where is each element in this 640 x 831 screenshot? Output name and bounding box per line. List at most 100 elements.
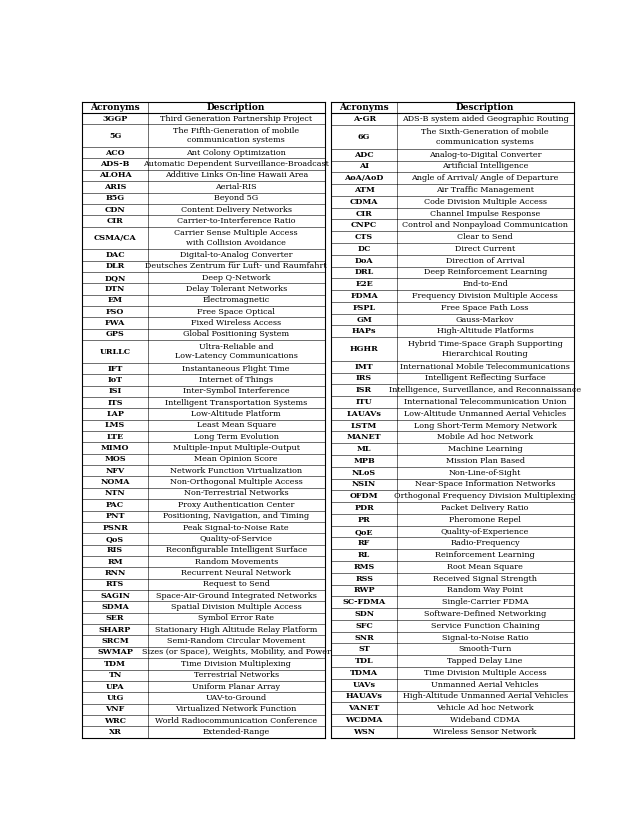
Text: FSO: FSO <box>106 307 124 316</box>
Text: Service Function Chaining: Service Function Chaining <box>431 622 540 630</box>
Text: LTE: LTE <box>107 433 124 440</box>
Text: Automatic Dependent Surveillance-Broadcast: Automatic Dependent Surveillance-Broadca… <box>143 160 329 168</box>
Text: Random Movements: Random Movements <box>195 558 278 566</box>
Text: 5G: 5G <box>109 131 122 140</box>
Text: WRC: WRC <box>104 716 126 725</box>
Text: IRS: IRS <box>356 375 372 382</box>
Text: WSN: WSN <box>353 728 375 735</box>
Text: Received Signal Strength: Received Signal Strength <box>433 575 537 583</box>
Text: SNR: SNR <box>355 633 374 642</box>
Text: Angle of Arrival/ Angle of Departure: Angle of Arrival/ Angle of Departure <box>412 175 559 182</box>
Text: Third Generation Partnership Project: Third Generation Partnership Project <box>160 115 312 123</box>
Text: RL: RL <box>358 551 371 559</box>
Text: PDR: PDR <box>355 504 374 512</box>
Text: WCDMA: WCDMA <box>346 716 383 724</box>
Text: LMS: LMS <box>105 421 125 430</box>
Text: Acronyms: Acronyms <box>90 103 140 112</box>
Text: ITU: ITU <box>356 398 372 406</box>
Text: Additive Links On-line Hawaii Area: Additive Links On-line Hawaii Area <box>164 171 308 179</box>
Text: RNN: RNN <box>104 569 126 577</box>
Text: Long Term Evolution: Long Term Evolution <box>194 433 278 440</box>
Text: Time Division Multiplexing: Time Division Multiplexing <box>181 660 291 668</box>
Text: VANET: VANET <box>348 704 380 712</box>
Text: Non-Terrestrial Networks: Non-Terrestrial Networks <box>184 489 289 498</box>
Text: SFC: SFC <box>355 622 373 630</box>
Text: NLoS: NLoS <box>352 469 376 477</box>
Text: Network Function Virtualization: Network Function Virtualization <box>170 467 302 475</box>
Text: Radio-Frequency: Radio-Frequency <box>451 539 520 548</box>
Text: High-Altitude Unmanned Aerial Vehicles: High-Altitude Unmanned Aerial Vehicles <box>403 692 568 701</box>
Text: 3GGP: 3GGP <box>102 115 128 123</box>
Text: Mission Plan Based: Mission Plan Based <box>445 457 525 465</box>
Text: Terrestrial Networks: Terrestrial Networks <box>194 671 279 679</box>
Text: Frequency Division Multiple Access: Frequency Division Multiple Access <box>412 292 558 300</box>
Text: Smooth-Turn: Smooth-Turn <box>458 646 512 653</box>
Text: SC-FDMA: SC-FDMA <box>342 598 386 607</box>
Text: Request to Send: Request to Send <box>203 580 269 588</box>
Text: Content Delivery Networks: Content Delivery Networks <box>180 205 292 214</box>
Text: Inter-Symbol Interference: Inter-Symbol Interference <box>183 387 289 396</box>
Text: ADS-B: ADS-B <box>100 160 130 168</box>
Text: NFV: NFV <box>106 467 125 475</box>
Text: Wideband CDMA: Wideband CDMA <box>451 716 520 724</box>
Text: IMT: IMT <box>355 362 374 371</box>
Text: The Sixth-Generation of mobile
communication systems: The Sixth-Generation of mobile communica… <box>421 128 549 145</box>
Text: Aerial-RIS: Aerial-RIS <box>216 183 257 191</box>
Text: ADC: ADC <box>355 150 374 159</box>
Text: Recurrent Neural Network: Recurrent Neural Network <box>181 569 291 577</box>
Text: FWA: FWA <box>105 319 125 327</box>
Text: Deep Q-Network: Deep Q-Network <box>202 273 271 282</box>
Text: UAV-to-Ground: UAV-to-Ground <box>205 694 267 702</box>
Text: MIMO: MIMO <box>101 444 129 452</box>
Text: NOMA: NOMA <box>100 478 130 486</box>
Text: SHARP: SHARP <box>99 626 131 634</box>
Text: UPA: UPA <box>106 682 124 691</box>
Text: Direction of Arrival: Direction of Arrival <box>446 257 525 264</box>
Text: Long Short-Term Memory Network: Long Short-Term Memory Network <box>413 421 557 430</box>
Text: HGHR: HGHR <box>350 345 378 353</box>
Text: RSS: RSS <box>355 575 373 583</box>
Text: DRL: DRL <box>355 268 374 277</box>
Text: Near-Space Information Networks: Near-Space Information Networks <box>415 480 556 489</box>
Text: IoT: IoT <box>108 376 123 384</box>
Text: GM: GM <box>356 316 372 323</box>
Text: Internet of Things: Internet of Things <box>199 376 273 384</box>
Text: RIS: RIS <box>107 546 124 554</box>
Text: RTS: RTS <box>106 580 124 588</box>
Text: Non-Orthogonal Multiple Access: Non-Orthogonal Multiple Access <box>170 478 303 486</box>
Text: SDN: SDN <box>354 610 374 618</box>
Text: Time Division Multiple Access: Time Division Multiple Access <box>424 669 547 677</box>
Text: Tapped Delay Line: Tapped Delay Line <box>447 657 523 665</box>
Text: ISR: ISR <box>356 386 372 394</box>
Text: Mobile Ad hoc Network: Mobile Ad hoc Network <box>437 433 533 441</box>
Text: Description: Description <box>207 103 266 112</box>
Text: SAGIN: SAGIN <box>100 592 130 600</box>
Text: MANET: MANET <box>347 433 381 441</box>
Text: Intelligent Transportation Systems: Intelligent Transportation Systems <box>165 399 307 406</box>
Text: Acronyms: Acronyms <box>339 103 389 112</box>
Text: Description: Description <box>456 103 515 112</box>
Text: Uniform Planar Array: Uniform Planar Array <box>192 682 280 691</box>
Text: Semi-Random Circular Movement: Semi-Random Circular Movement <box>167 637 305 645</box>
Text: Intelligent Reflecting Surface: Intelligent Reflecting Surface <box>425 375 545 382</box>
Text: CIR: CIR <box>356 209 372 218</box>
Text: Hybrid Time-Space Graph Supporting
Hierarchical Routing: Hybrid Time-Space Graph Supporting Hiera… <box>408 341 563 357</box>
Text: Reconfigurable Intelligent Surface: Reconfigurable Intelligent Surface <box>166 546 307 554</box>
Text: Channel Impulse Response: Channel Impulse Response <box>430 209 540 218</box>
Text: Quality-of-Experience: Quality-of-Experience <box>441 528 529 535</box>
Text: QoE: QoE <box>355 528 373 535</box>
Text: CIR: CIR <box>107 217 124 225</box>
Text: PNT: PNT <box>106 512 125 520</box>
Text: Carrier-to-Interference Ratio: Carrier-to-Interference Ratio <box>177 217 296 225</box>
Text: Ultra-Reliable and
Low-Latency Communications: Ultra-Reliable and Low-Latency Communica… <box>175 343 298 360</box>
Text: SER: SER <box>106 614 124 622</box>
Text: Unmanned Aerial Vehicles: Unmanned Aerial Vehicles <box>431 681 539 689</box>
Text: Free Space Path Loss: Free Space Path Loss <box>442 304 529 312</box>
Text: Code Division Multiple Access: Code Division Multiple Access <box>424 198 547 206</box>
Text: Control and Nonpayload Communication: Control and Nonpayload Communication <box>402 221 568 229</box>
Text: Multiple-Input Multiple-Output: Multiple-Input Multiple-Output <box>173 444 300 452</box>
Text: HAUAVs: HAUAVs <box>346 692 383 701</box>
Text: LAUAVs: LAUAVs <box>347 410 381 418</box>
Text: TN: TN <box>108 671 122 679</box>
Text: Fixed Wireless Access: Fixed Wireless Access <box>191 319 281 327</box>
